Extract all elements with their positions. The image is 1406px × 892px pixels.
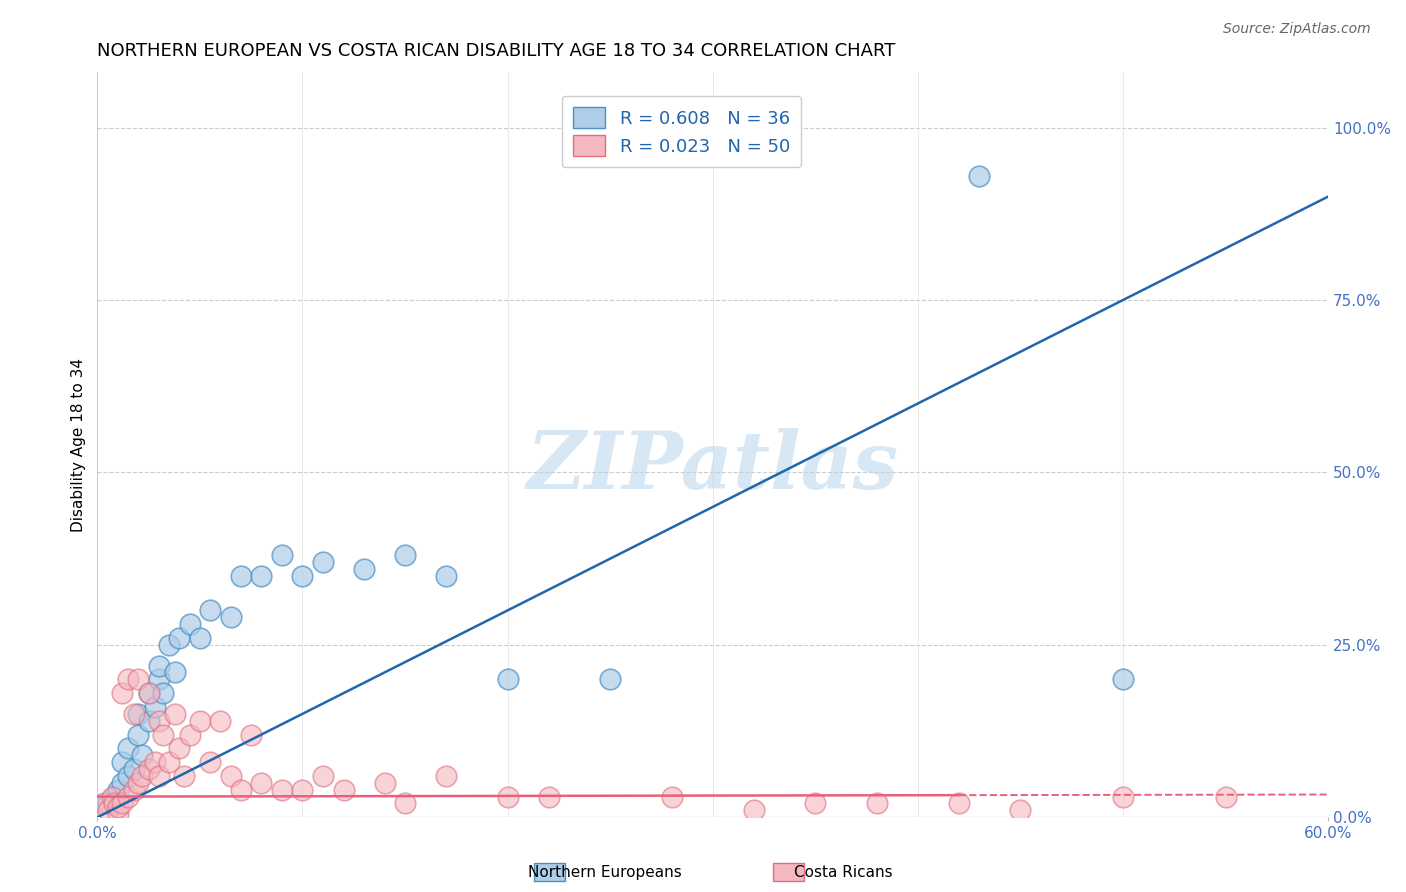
Point xyxy=(152,727,174,741)
Point xyxy=(599,673,621,687)
Point xyxy=(165,665,187,680)
Point xyxy=(1010,804,1032,818)
Point xyxy=(117,673,139,687)
Point xyxy=(250,569,273,583)
Point xyxy=(117,741,139,756)
Point xyxy=(157,638,180,652)
Point xyxy=(117,789,139,804)
Point xyxy=(138,762,160,776)
Point xyxy=(97,804,120,818)
Point xyxy=(103,789,125,804)
Point xyxy=(250,776,273,790)
Point xyxy=(742,804,765,818)
Point xyxy=(107,806,129,821)
Point xyxy=(93,797,115,811)
Point xyxy=(111,755,134,769)
Point xyxy=(1112,673,1135,687)
Point xyxy=(127,727,149,741)
Point xyxy=(143,755,166,769)
Point xyxy=(131,748,153,763)
Point xyxy=(127,706,149,721)
Point xyxy=(124,782,146,797)
Point xyxy=(179,617,201,632)
Point xyxy=(312,555,335,569)
Point xyxy=(271,548,294,562)
Point xyxy=(229,782,252,797)
Point xyxy=(169,741,191,756)
Text: Costa Ricans: Costa Ricans xyxy=(794,865,893,880)
Point xyxy=(537,789,560,804)
Point xyxy=(152,686,174,700)
Point xyxy=(148,673,170,687)
Point xyxy=(169,631,191,645)
Point xyxy=(969,169,991,183)
Point xyxy=(209,714,232,728)
Point xyxy=(1215,789,1237,804)
Point xyxy=(148,714,170,728)
Point xyxy=(240,727,263,741)
Point xyxy=(124,706,146,721)
Point xyxy=(157,755,180,769)
Point xyxy=(198,603,221,617)
Point xyxy=(111,776,134,790)
Point xyxy=(103,797,125,811)
Point xyxy=(353,562,375,576)
Point xyxy=(138,686,160,700)
Point xyxy=(866,797,889,811)
Point xyxy=(127,776,149,790)
Point xyxy=(804,797,827,811)
Point xyxy=(496,673,519,687)
Point xyxy=(127,673,149,687)
Point xyxy=(148,769,170,783)
Text: Northern Europeans: Northern Europeans xyxy=(527,865,682,880)
Point xyxy=(229,569,252,583)
Point xyxy=(661,789,683,804)
Point xyxy=(948,797,970,811)
Point xyxy=(107,800,129,814)
Text: Source: ZipAtlas.com: Source: ZipAtlas.com xyxy=(1223,22,1371,37)
Point xyxy=(291,569,314,583)
Point xyxy=(138,714,160,728)
Point xyxy=(434,569,457,583)
Point xyxy=(117,769,139,783)
Point xyxy=(179,727,201,741)
Point xyxy=(100,789,122,804)
Point xyxy=(143,700,166,714)
Text: NORTHERN EUROPEAN VS COSTA RICAN DISABILITY AGE 18 TO 34 CORRELATION CHART: NORTHERN EUROPEAN VS COSTA RICAN DISABIL… xyxy=(97,42,896,60)
Legend: R = 0.608   N = 36, R = 0.023   N = 50: R = 0.608 N = 36, R = 0.023 N = 50 xyxy=(562,96,800,167)
Point xyxy=(1112,789,1135,804)
Point xyxy=(173,769,195,783)
Point xyxy=(332,782,354,797)
Point xyxy=(312,769,335,783)
Y-axis label: Disability Age 18 to 34: Disability Age 18 to 34 xyxy=(72,358,86,532)
Point xyxy=(188,714,211,728)
Point xyxy=(97,797,120,811)
Point xyxy=(131,769,153,783)
Point xyxy=(111,686,134,700)
Point xyxy=(219,610,242,624)
Point xyxy=(111,797,134,811)
Point xyxy=(188,631,211,645)
Point xyxy=(148,658,170,673)
Point xyxy=(198,755,221,769)
Point xyxy=(165,706,187,721)
Point xyxy=(496,789,519,804)
Point xyxy=(138,686,160,700)
Point xyxy=(394,548,416,562)
Point xyxy=(219,769,242,783)
Point xyxy=(271,782,294,797)
Point xyxy=(107,782,129,797)
Point xyxy=(394,797,416,811)
Point xyxy=(434,769,457,783)
Point xyxy=(373,776,395,790)
Point xyxy=(124,762,146,776)
Point xyxy=(291,782,314,797)
Text: ZIPatlas: ZIPatlas xyxy=(527,428,898,506)
